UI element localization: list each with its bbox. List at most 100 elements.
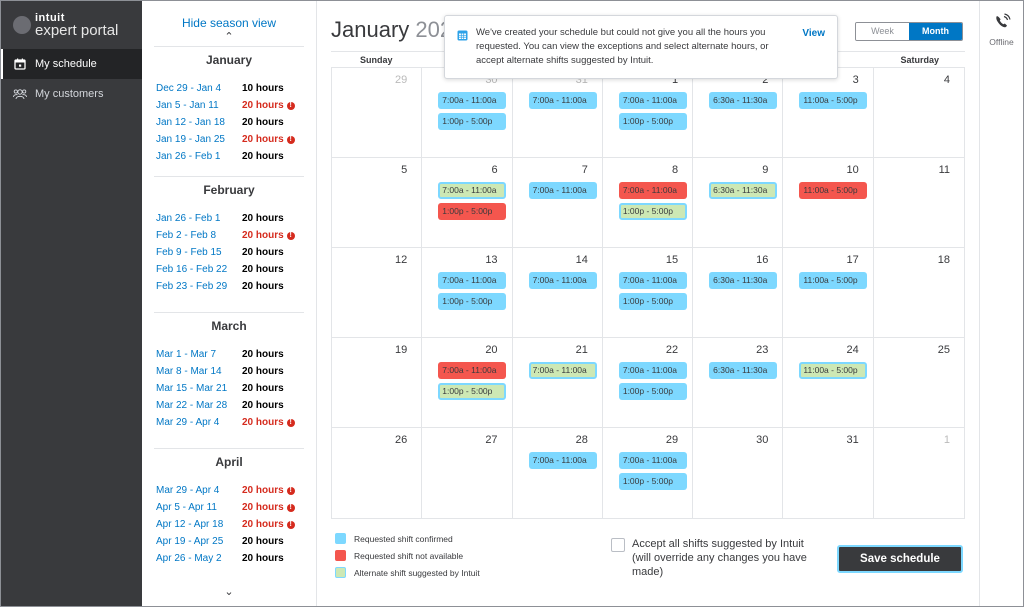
chevron-up-icon[interactable]: ⌃: [224, 31, 234, 43]
calendar-day-cell[interactable]: 24 11:00a - 5:00p: [783, 338, 874, 427]
shift-unavailable[interactable]: 7:00a - 11:00a: [438, 362, 507, 379]
week-range-link[interactable]: Apr 26 - May 2: [156, 553, 222, 564]
calendar-day-cell[interactable]: 30 7:00a - 11:00a 1:00p - 5:00p: [422, 68, 513, 157]
month-view-button[interactable]: Month: [909, 23, 962, 40]
shift-alternate[interactable]: 1:00p - 5:00p: [618, 203, 687, 220]
calendar-day-cell[interactable]: 21 7:00a - 11:00a: [513, 338, 603, 427]
week-range-link[interactable]: Mar 1 - Mar 7: [156, 349, 217, 360]
calendar-day-cell[interactable]: 9 6:30a - 11:30a: [693, 158, 784, 247]
week-range-link[interactable]: Jan 19 - Jan 25: [156, 134, 225, 145]
calendar-day-cell[interactable]: 28 7:00a - 11:00a: [513, 428, 603, 518]
shift-confirmed[interactable]: 7:00a - 11:00a: [528, 452, 597, 469]
calendar-day-cell[interactable]: 4: [874, 68, 964, 157]
week-range-link[interactable]: Mar 22 - Mar 28: [156, 400, 228, 411]
week-range-link[interactable]: Apr 19 - Apr 25: [156, 536, 224, 547]
calendar-day-cell[interactable]: 7 7:00a - 11:00a: [513, 158, 603, 247]
shift-alternate[interactable]: 11:00a - 5:00p: [799, 362, 868, 379]
calendar-day-cell[interactable]: 20 7:00a - 11:00a 1:00p - 5:00p: [422, 338, 513, 427]
calendar-day-cell[interactable]: 22 7:00a - 11:00a 1:00p - 5:00p: [603, 338, 694, 427]
calendar-day-cell[interactable]: 16 6:30a - 11:30a: [693, 248, 784, 337]
shift-confirmed[interactable]: 7:00a - 11:00a: [528, 272, 597, 289]
week-range-link[interactable]: Dec 29 - Jan 4: [156, 83, 222, 94]
calendar-day-cell[interactable]: 26: [332, 428, 423, 518]
week-view-button[interactable]: Week: [856, 23, 909, 40]
week-range-link[interactable]: Feb 23 - Feb 29: [156, 281, 228, 292]
calendar-day-cell[interactable]: 10 11:00a - 5:00p: [783, 158, 874, 247]
shift-confirmed[interactable]: 7:00a - 11:00a: [618, 452, 687, 469]
shift-unavailable[interactable]: 7:00a - 11:00a: [618, 182, 687, 199]
week-row: Mar 1 - Mar 7 20 hours: [154, 346, 304, 363]
week-range-link[interactable]: Apr 12 - Apr 18: [156, 519, 224, 530]
calendar-day-cell[interactable]: 29 7:00a - 11:00a 1:00p - 5:00p: [603, 428, 694, 518]
shift-confirmed[interactable]: 1:00p - 5:00p: [618, 293, 687, 310]
week-range-link[interactable]: Mar 29 - Apr 4: [156, 417, 220, 428]
calendar-day-cell[interactable]: 5: [332, 158, 423, 247]
calendar-day-cell[interactable]: 23 6:30a - 11:30a: [693, 338, 784, 427]
calendar-day-cell[interactable]: 15 7:00a - 11:00a 1:00p - 5:00p: [603, 248, 694, 337]
week-range-link[interactable]: Mar 15 - Mar 21: [156, 383, 228, 394]
calendar-day-cell[interactable]: 1 7:00a - 11:00a 1:00p - 5:00p: [603, 68, 694, 157]
calendar-day-cell[interactable]: 13 7:00a - 11:00a 1:00p - 5:00p: [422, 248, 513, 337]
toast-view-link[interactable]: View: [802, 28, 825, 39]
shift-confirmed[interactable]: 1:00p - 5:00p: [438, 293, 507, 310]
chevron-down-icon[interactable]: ⌄: [224, 586, 234, 598]
calendar-day-cell[interactable]: 31: [783, 428, 874, 518]
shift-alternate[interactable]: 6:30a - 11:30a: [709, 182, 778, 199]
calendar-day-cell[interactable]: 18: [874, 248, 964, 337]
shift-confirmed[interactable]: 11:00a - 5:00p: [799, 272, 868, 289]
week-range-link[interactable]: Jan 5 - Jan 11: [156, 100, 219, 111]
shift-confirmed[interactable]: 1:00p - 5:00p: [618, 473, 687, 490]
shift-unavailable[interactable]: 11:00a - 5:00p: [799, 182, 868, 199]
shift-alternate[interactable]: 1:00p - 5:00p: [438, 383, 507, 400]
shift-confirmed[interactable]: 7:00a - 11:00a: [618, 272, 687, 289]
week-range-link[interactable]: Mar 29 - Apr 4: [156, 485, 220, 496]
calendar-day-cell[interactable]: 11: [874, 158, 964, 247]
calendar-day-cell[interactable]: 25: [874, 338, 964, 427]
shift-confirmed[interactable]: 7:00a - 11:00a: [438, 272, 507, 289]
shift-confirmed[interactable]: 7:00a - 11:00a: [618, 92, 687, 109]
calendar-day-cell[interactable]: 30: [693, 428, 784, 518]
nav-item-my-schedule[interactable]: My schedule: [1, 49, 142, 79]
week-range-link[interactable]: Jan 26 - Feb 1: [156, 213, 221, 224]
week-range-link[interactable]: Feb 16 - Feb 22: [156, 264, 228, 275]
calendar-day-cell[interactable]: 3 11:00a - 5:00p: [783, 68, 874, 157]
hide-season-view-link[interactable]: Hide season view: [181, 16, 277, 30]
day-number: 21: [575, 344, 588, 356]
shift-confirmed[interactable]: 6:30a - 11:30a: [709, 272, 778, 289]
calendar-day-cell[interactable]: 19: [332, 338, 423, 427]
shift-alternate[interactable]: 7:00a - 11:00a: [438, 182, 507, 199]
shift-confirmed[interactable]: 6:30a - 11:30a: [709, 92, 778, 109]
calendar-day-cell[interactable]: 8 7:00a - 11:00a 1:00p - 5:00p: [603, 158, 694, 247]
shift-confirmed[interactable]: 6:30a - 11:30a: [709, 362, 778, 379]
calendar-day-cell[interactable]: 2 6:30a - 11:30a: [693, 68, 784, 157]
calendar-day-cell[interactable]: 1: [874, 428, 964, 518]
shift-unavailable[interactable]: 1:00p - 5:00p: [438, 203, 507, 220]
calendar-day-cell[interactable]: 29: [332, 68, 423, 157]
shift-confirmed[interactable]: 7:00a - 11:00a: [438, 92, 507, 109]
week-range-link[interactable]: Jan 12 - Jan 18: [156, 117, 225, 128]
shift-confirmed[interactable]: 7:00a - 11:00a: [528, 92, 597, 109]
nav-item-my-customers[interactable]: My customers: [1, 79, 142, 109]
accept-all-label[interactable]: Accept all shifts suggested by Intuit (w…: [632, 538, 807, 578]
week-range-link[interactable]: Feb 2 - Feb 8: [156, 230, 217, 241]
week-range-link[interactable]: Mar 8 - Mar 14: [156, 366, 222, 377]
week-range-link[interactable]: Feb 9 - Feb 15: [156, 247, 222, 258]
week-range-link[interactable]: Apr 5 - Apr 11: [156, 502, 217, 513]
shift-confirmed[interactable]: 1:00p - 5:00p: [618, 113, 687, 130]
shift-alternate[interactable]: 7:00a - 11:00a: [528, 362, 597, 379]
calendar-day-cell[interactable]: 6 7:00a - 11:00a 1:00p - 5:00p: [422, 158, 513, 247]
accept-all-checkbox[interactable]: [611, 538, 625, 552]
calendar-day-cell[interactable]: 17 11:00a - 5:00p: [783, 248, 874, 337]
shift-confirmed[interactable]: 7:00a - 11:00a: [528, 182, 597, 199]
calendar-day-cell[interactable]: 31 7:00a - 11:00a: [513, 68, 603, 157]
shift-confirmed[interactable]: 7:00a - 11:00a: [618, 362, 687, 379]
phone-icon[interactable]: [993, 13, 1011, 31]
save-schedule-button[interactable]: Save schedule: [837, 545, 963, 573]
shift-confirmed[interactable]: 1:00p - 5:00p: [438, 113, 507, 130]
week-range-link[interactable]: Jan 26 - Feb 1: [156, 151, 221, 162]
shift-confirmed[interactable]: 11:00a - 5:00p: [799, 92, 868, 109]
calendar-day-cell[interactable]: 14 7:00a - 11:00a: [513, 248, 603, 337]
calendar-day-cell[interactable]: 12: [332, 248, 423, 337]
calendar-day-cell[interactable]: 27: [422, 428, 513, 518]
shift-confirmed[interactable]: 1:00p - 5:00p: [618, 383, 687, 400]
